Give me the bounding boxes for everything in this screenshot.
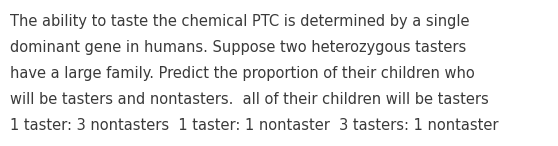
Text: have a large family. Predict the proportion of their children who: have a large family. Predict the proport…	[10, 66, 475, 81]
Text: 1 taster: 3 nontasters  1 taster: 1 nontaster  3 tasters: 1 nontaster: 1 taster: 3 nontasters 1 taster: 1 nonta…	[10, 118, 498, 133]
Text: dominant gene in humans. Suppose two heterozygous tasters: dominant gene in humans. Suppose two het…	[10, 40, 466, 55]
Text: The ability to taste the chemical PTC is determined by a single: The ability to taste the chemical PTC is…	[10, 14, 469, 29]
Text: will be tasters and nontasters.  all of their children will be tasters: will be tasters and nontasters. all of t…	[10, 92, 489, 107]
